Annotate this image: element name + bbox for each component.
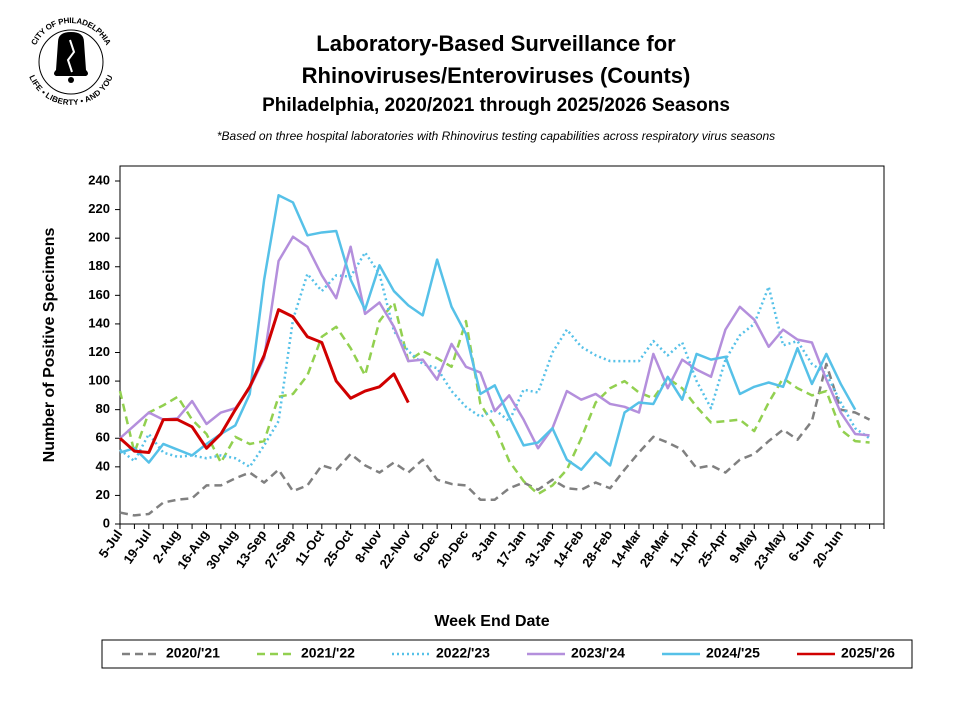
y-tick-label: 40 [96, 458, 110, 473]
x-tick-label: 20-Jun [810, 527, 846, 570]
plot-area [119, 165, 885, 525]
x-tick-label: 22-Nov [376, 526, 414, 571]
x-tick-label: 25-Oct [320, 527, 356, 569]
series-line [119, 308, 410, 455]
x-tick-label: 25-Apr [695, 527, 731, 569]
legend-label: 2025/'26 [841, 645, 895, 661]
y-tick-label: 200 [88, 230, 110, 245]
x-axis-label: Week End Date [434, 613, 549, 630]
logo-clapper [68, 77, 74, 83]
x-tick-label: 27-Sep [262, 527, 299, 571]
legend-label: 2020/'21 [166, 645, 220, 661]
legend-label: 2024/'25 [706, 645, 760, 661]
y-tick-label: 240 [88, 172, 110, 187]
series-line [118, 301, 870, 496]
y-tick-label: 100 [88, 373, 110, 388]
logo-ring [38, 29, 104, 95]
series-line [119, 194, 857, 471]
y-tick-label: 60 [96, 430, 110, 445]
y-tick-label: 160 [88, 287, 110, 302]
chart-note: *Based on three hospital laboratories wi… [217, 129, 775, 143]
y-tick-label: 120 [88, 344, 110, 359]
logo: CITY OF PHILADELPHIA LIFE • LIBERTY • AN… [27, 16, 115, 107]
y-axis-label: Number of Positive Specimens [41, 228, 58, 463]
logo-crack [66, 39, 76, 73]
legend-label: 2023/'24 [571, 645, 625, 661]
chart-subtitle: Philadelphia, 2020/2021 through 2025/202… [262, 95, 730, 116]
chart-title-line-1: Laboratory-Based Surveillance for [316, 31, 676, 56]
y-tick-label: 20 [96, 487, 110, 502]
y-tick-label: 220 [88, 201, 110, 216]
legend-box [101, 639, 913, 669]
x-tick-label: 28-Mar [637, 527, 673, 570]
y-tick-label: 0 [103, 515, 110, 530]
y-tick-label: 180 [88, 258, 110, 273]
logo-bell [54, 32, 88, 76]
x-tick-label: 23-May [751, 526, 789, 571]
legend-label: 2022/'23 [436, 645, 490, 661]
x-tick-label: 20-Dec [434, 527, 471, 571]
legend-label: 2021/'22 [301, 645, 355, 661]
chart-title-line-2: Rhinoviruses/Enteroviruses (Counts) [302, 63, 691, 88]
series-line [119, 362, 871, 517]
series-line [119, 251, 871, 469]
x-tick-label: 19-Jul [120, 527, 154, 566]
y-tick-label: 80 [96, 401, 110, 416]
y-tick-label: 140 [88, 315, 110, 330]
